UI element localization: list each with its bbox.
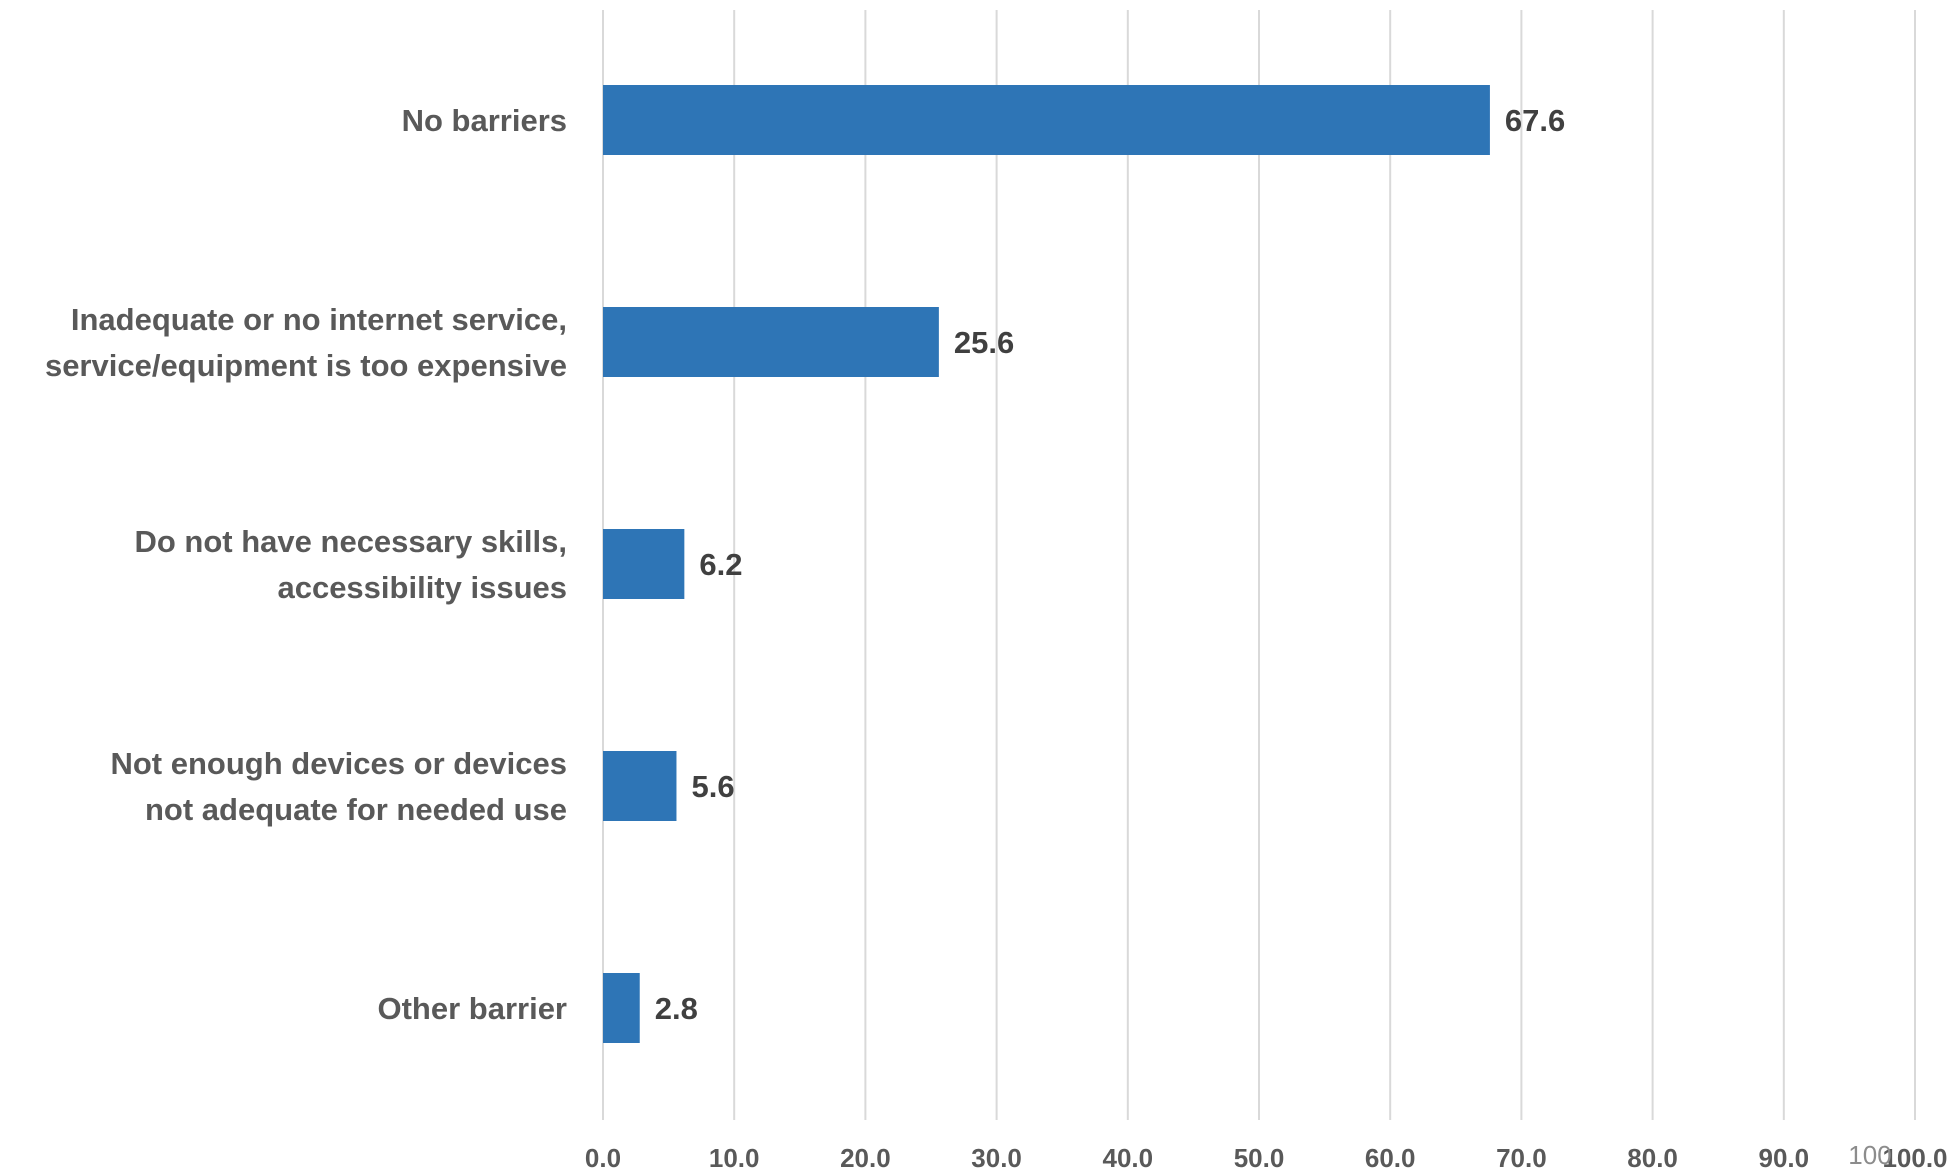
x-tick-label: 80.0 [1627,1143,1678,1173]
data-label: 67.6 [1505,103,1565,138]
x-tick-label: 20.0 [840,1143,891,1173]
category-label: Inadequate or no internet service, servic… [45,302,567,383]
x-tick-label: 0.0 [585,1143,621,1173]
x-tick-label: 60.0 [1365,1143,1416,1173]
category-label: Not enough devices or devices not adequat… [110,746,567,827]
bar [603,751,677,821]
x-tick-label: 100.0 [1882,1143,1947,1173]
data-label: 2.8 [655,991,698,1026]
x-tick-label: 30.0 [971,1143,1022,1173]
category-label: Do not have necessary skills, accessibili… [135,524,568,605]
category-label: Other barrier [377,991,567,1026]
axis-extra-label: 100 [1848,1140,1891,1170]
category-label: No barriers [402,103,567,138]
data-label: 5.6 [691,769,734,804]
bar [603,973,640,1043]
x-tick-label: 50.0 [1234,1143,1285,1173]
x-tick-label: 10.0 [709,1143,760,1173]
bar [603,85,1490,155]
data-label: 6.2 [699,547,742,582]
bar [603,529,685,599]
x-tick-label: 40.0 [1102,1143,1153,1173]
x-tick-label: 70.0 [1496,1143,1547,1173]
x-tick-label: 90.0 [1758,1143,1809,1173]
data-label: 25.6 [954,325,1014,360]
bar [603,307,939,377]
